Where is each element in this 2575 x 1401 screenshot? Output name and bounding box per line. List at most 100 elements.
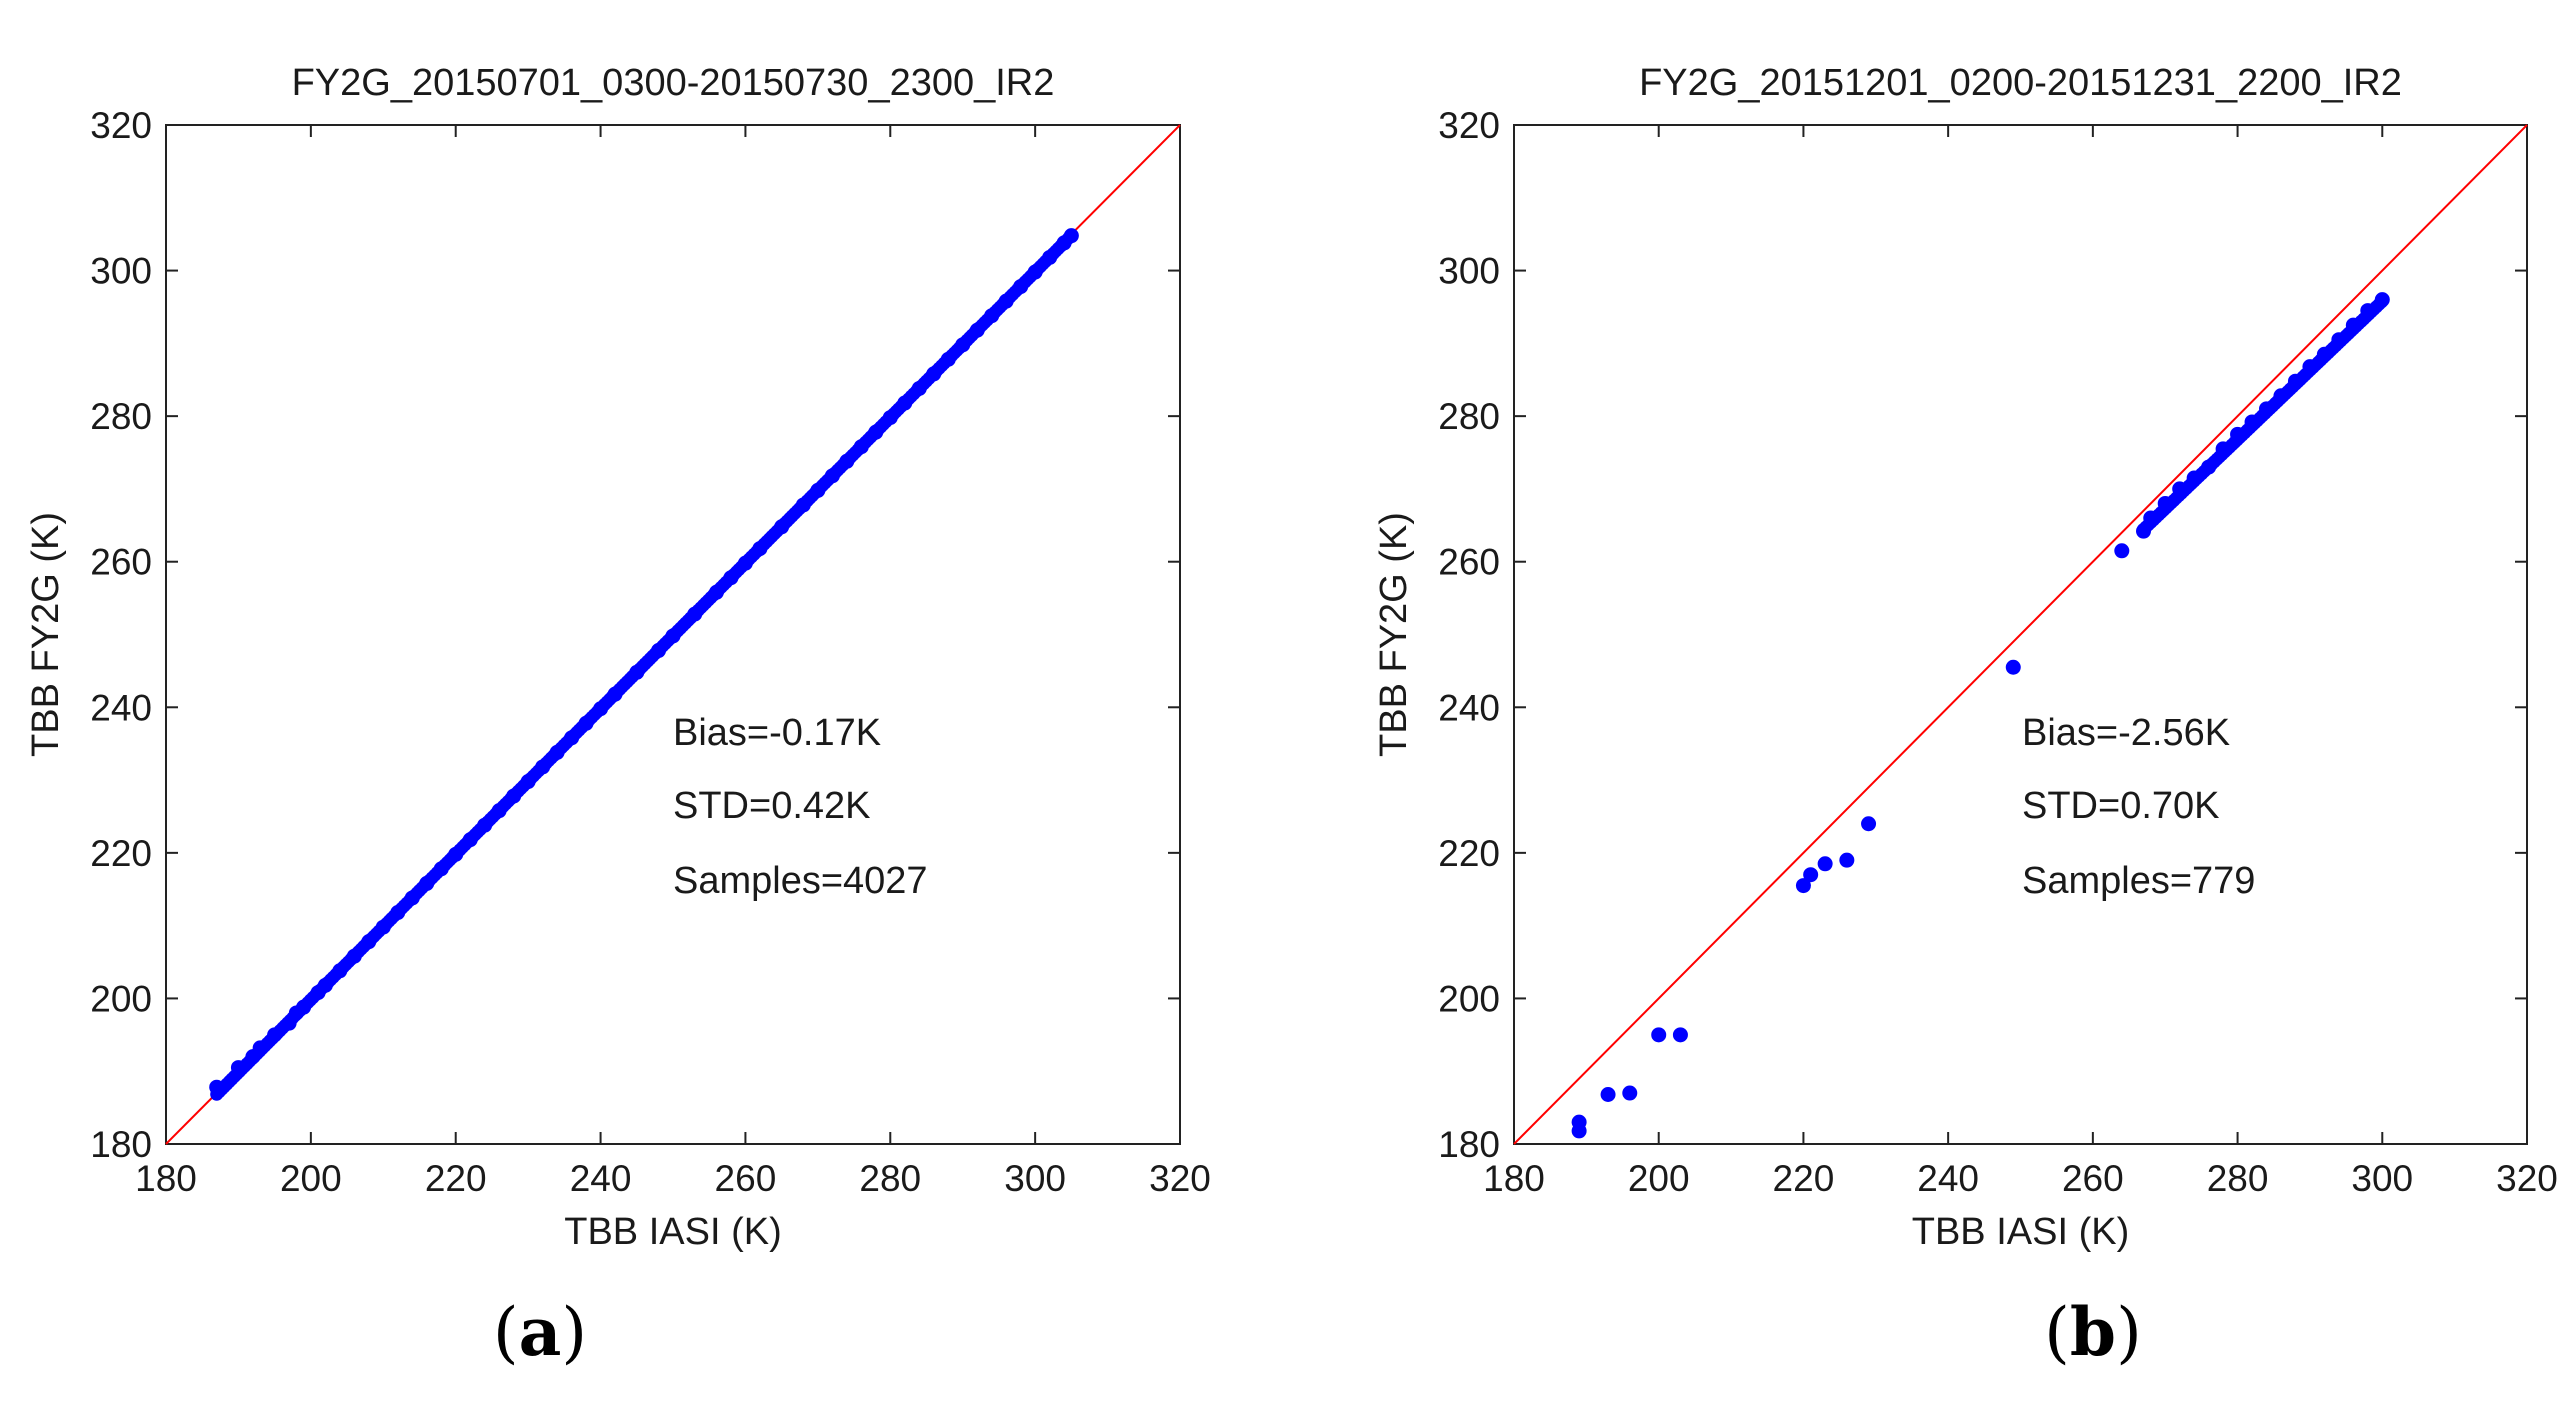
scatter-point	[795, 497, 811, 513]
scatter-point	[1839, 852, 1855, 868]
plot-frame	[165, 124, 1181, 1145]
stat-annotation: STD=0.70K	[2022, 785, 2220, 827]
scatter-point	[926, 366, 942, 382]
x-tick-label: 320	[1149, 1158, 1211, 1199]
scatter-point	[462, 832, 478, 848]
scatter-point	[317, 977, 333, 993]
scatter-point	[955, 337, 971, 353]
scatter-point	[419, 875, 435, 891]
plot-frame	[1513, 124, 2528, 1145]
scatter-point	[404, 890, 420, 906]
x-tick-label: 220	[425, 1158, 487, 1199]
scatter-point	[1027, 264, 1043, 280]
panel-label: (b)	[2044, 1293, 2142, 1371]
scatter-point	[1600, 1087, 1616, 1103]
scatter-point	[1042, 249, 1058, 265]
scatter-point	[1571, 1114, 1587, 1130]
scatter-point	[897, 395, 913, 411]
scatter-point	[651, 643, 667, 659]
scatter-point	[2345, 317, 2361, 333]
scatter-point	[723, 570, 739, 586]
scatter-point	[296, 999, 312, 1015]
scatter-point	[375, 919, 391, 935]
series-samples	[1571, 292, 2390, 1139]
scatter-point	[940, 351, 956, 367]
scatter-point	[607, 686, 623, 702]
scatter-point	[969, 322, 985, 338]
y-tick-label: 320	[90, 105, 152, 146]
panel-letter: a	[519, 1293, 562, 1371]
scatter-point	[629, 664, 645, 680]
scatter-point	[2005, 659, 2021, 675]
x-tick-label: 180	[1483, 1158, 1545, 1199]
scatter-point	[1803, 867, 1819, 883]
scatter-point	[2136, 523, 2152, 539]
scatter-point	[1651, 1027, 1667, 1043]
scatter-point	[578, 715, 594, 731]
x-tick-label: 300	[2351, 1158, 2413, 1199]
y-tick-label: 280	[90, 396, 152, 437]
scatter-point	[687, 606, 703, 622]
y-tick-label: 220	[90, 833, 152, 874]
scatter-point	[549, 744, 565, 760]
scatter-point	[2114, 543, 2130, 559]
scatter-point	[774, 519, 790, 535]
scatter-point	[564, 730, 580, 746]
scatter-point	[2259, 401, 2275, 417]
scatter-point	[708, 584, 724, 600]
scatter-point	[984, 308, 1000, 324]
scatter-point	[361, 934, 377, 950]
scatter-point	[1622, 1085, 1638, 1101]
scatter-point	[230, 1060, 246, 1076]
scatter-point	[2186, 470, 2202, 486]
scatter-point	[824, 468, 840, 484]
panel-a: 180 200 220 240 260 280 300 320 180 200 220 240 260 2…	[25, 62, 1211, 1371]
x-tick-label: 240	[570, 1158, 632, 1199]
x-tick-label: 280	[859, 1158, 921, 1199]
y-axis-label: TBB FY2G (K)	[25, 512, 67, 757]
scatter-point	[433, 861, 449, 877]
scatter-point	[868, 424, 884, 440]
x-tick-label: 260	[715, 1158, 777, 1199]
scatter-point	[2331, 332, 2347, 348]
x-tick-label: 260	[2062, 1158, 2124, 1199]
scatter-point	[752, 541, 768, 557]
x-axis-label: TBB IASI (K)	[564, 1211, 781, 1253]
x-tick-label: 180	[135, 1158, 197, 1199]
scatter-point	[1672, 1027, 1688, 1043]
y-tick-label: 320	[1438, 105, 1500, 146]
y-tick-label: 180	[90, 1124, 152, 1165]
x-tick-label: 200	[280, 1158, 342, 1199]
scatter-point	[911, 380, 927, 396]
scatter-point	[2374, 292, 2390, 308]
x-tick-label: 240	[1917, 1158, 1979, 1199]
y-tick-label: 240	[90, 687, 152, 728]
stat-annotation: Bias=-2.56K	[2022, 712, 2230, 754]
scatter-point	[520, 774, 536, 790]
chart-title: FY2G_20150701_0300-20150730_2300_IR2	[292, 62, 1055, 104]
y-axis-label: TBB FY2G (K)	[1373, 512, 1415, 757]
y-tick-label: 200	[90, 978, 152, 1019]
x-tick-label: 280	[2207, 1158, 2269, 1199]
scatter-point	[491, 803, 507, 819]
scatter-point	[2201, 459, 2217, 475]
panel-label: (a)	[493, 1293, 587, 1371]
scatter-point	[1817, 856, 1833, 872]
chart-title: FY2G_20151201_0200-20151231_2200_IR2	[1639, 62, 2402, 104]
scatter-point	[2273, 388, 2289, 404]
stat-annotation: Samples=779	[2022, 860, 2255, 902]
scatter-point	[390, 905, 406, 921]
y-tick-label: 300	[1438, 251, 1500, 292]
scatter-point	[2230, 426, 2246, 442]
scatter-point	[2172, 481, 2188, 497]
x-tick-label: 320	[2496, 1158, 2558, 1199]
y-tick-label: 240	[1438, 687, 1500, 728]
scatter-point	[998, 293, 1014, 309]
y-tick-label: 220	[1438, 833, 1500, 874]
scatter-point	[2143, 510, 2159, 526]
scatter-point	[737, 555, 753, 571]
scatter-point	[853, 439, 869, 455]
scatter-point	[1063, 228, 1079, 244]
scatter-point	[209, 1079, 225, 1095]
